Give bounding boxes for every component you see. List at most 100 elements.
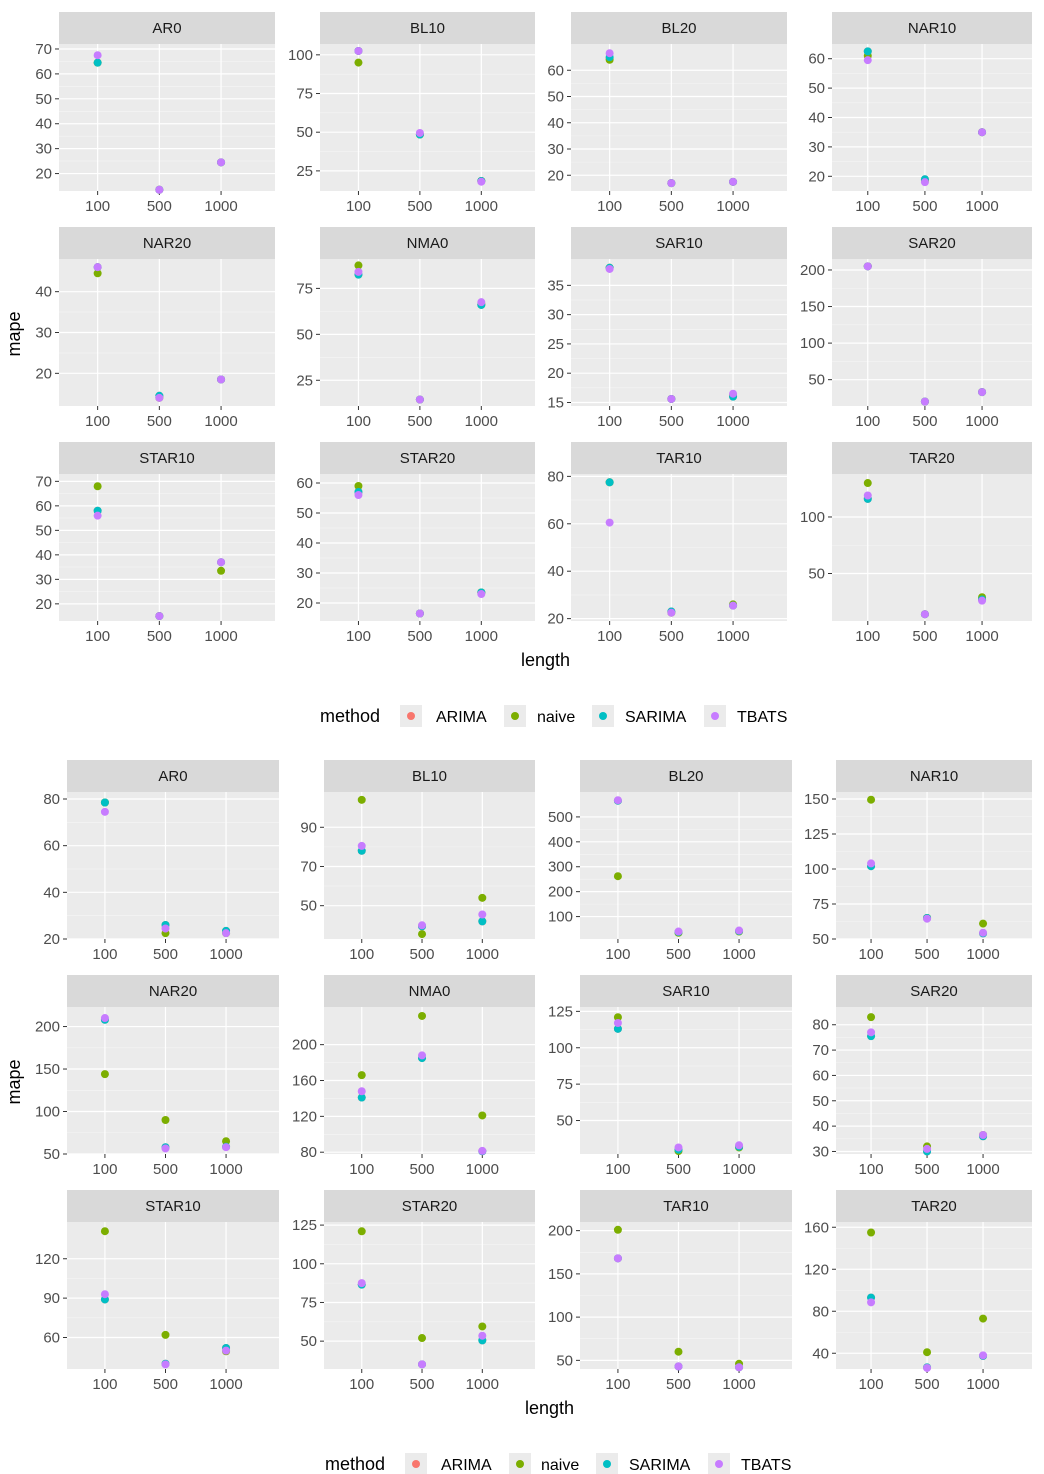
data-point-sarima	[605, 478, 614, 487]
x-tick-label: 100	[92, 1161, 117, 1178]
data-point-tbats	[357, 841, 366, 850]
y-tick-label: 100	[548, 909, 573, 926]
facet-strip	[836, 975, 1032, 1007]
x-tick-label: 500	[407, 198, 432, 215]
y-tick-label: 20	[35, 166, 52, 183]
y-tick-label: 25	[296, 163, 313, 180]
facet-strip	[580, 1190, 792, 1222]
x-tick-label: 500	[410, 946, 435, 963]
y-tick-label: 15	[547, 394, 564, 411]
y-tick-label: 200	[548, 1223, 573, 1240]
legend-swatch-naive	[511, 712, 519, 720]
panel-background	[67, 1007, 279, 1154]
x-tick-label: 1000	[204, 198, 237, 215]
data-point-tbats	[920, 397, 929, 406]
y-tick-label: 60	[547, 62, 564, 79]
panel-nma0: NMA0 25 50 75 100 500 1000	[296, 227, 535, 430]
panel-background	[67, 792, 279, 939]
data-point-tbats	[729, 601, 738, 610]
x-tick-label: 100	[85, 198, 110, 215]
y-tick-label: 160	[804, 1219, 829, 1236]
data-point-sarima	[478, 917, 487, 926]
x-tick-label: 1000	[465, 198, 498, 215]
data-point-tbats	[477, 177, 486, 186]
y-tick-label: 500	[548, 809, 573, 826]
y-tick-label: 90	[300, 819, 317, 836]
x-tick-label: 500	[915, 1161, 940, 1178]
data-point-tbats	[477, 590, 486, 598]
x-tick-label: 100	[349, 1376, 374, 1393]
x-tick-label: 500	[407, 628, 432, 645]
panel-bl20: BL20 20 30 40 50 60 100 500 1000	[547, 12, 787, 215]
legend-swatch-naive	[516, 1460, 524, 1468]
facet-strip	[320, 12, 535, 44]
facet-strip	[832, 227, 1032, 259]
x-tick-label: 100	[855, 628, 880, 645]
y-tick-label: 125	[804, 826, 829, 843]
y-tick-label: 25	[547, 336, 564, 353]
data-point-tbats	[674, 927, 683, 936]
y-tick-label: 200	[548, 884, 573, 901]
facet-strip-label: NAR20	[149, 983, 197, 1000]
y-tick-label: 60	[35, 498, 52, 515]
y-tick-label: 200	[800, 262, 825, 279]
y-tick-label: 30	[35, 571, 52, 588]
panel-star20: STAR20 50 75 100 125 100 500 1000	[292, 1190, 535, 1393]
x-tick-label: 500	[659, 413, 684, 430]
y-tick-label: 30	[808, 139, 825, 156]
facet-strip	[836, 760, 1032, 792]
y-tick-label: 75	[812, 896, 829, 913]
data-point-sarima	[100, 798, 109, 807]
facet-strip-label: AR0	[152, 20, 181, 37]
y-tick-label: 200	[292, 1037, 317, 1054]
data-point-tbats	[867, 859, 876, 868]
data-point-tbats	[217, 375, 226, 384]
data-point-naive	[418, 1011, 427, 1020]
data-point-naive	[478, 1322, 487, 1331]
data-point-tbats	[222, 1143, 231, 1152]
y-tick-label: 80	[547, 468, 564, 485]
x-tick-label: 500	[666, 1161, 691, 1178]
y-tick-label: 100	[288, 47, 313, 64]
data-point-tbats	[418, 921, 427, 930]
legend-title: method	[320, 706, 380, 726]
panel-background	[580, 1007, 792, 1154]
data-point-tbats	[354, 46, 363, 55]
data-point-naive	[979, 919, 988, 928]
y-tick-label: 50	[547, 89, 564, 106]
panel-background	[571, 44, 787, 191]
y-tick-label: 30	[35, 325, 52, 342]
data-point-tbats	[979, 928, 988, 937]
data-point-tbats	[100, 807, 109, 816]
legend-label-arima: ARIMA	[441, 1457, 492, 1474]
x-tick-label: 100	[92, 1376, 117, 1393]
data-point-tbats	[979, 1351, 988, 1360]
facet-strip	[59, 227, 275, 259]
y-tick-label: 20	[547, 167, 564, 184]
legend-swatch-tbats	[715, 1460, 723, 1468]
data-point-naive	[161, 1330, 170, 1339]
y-tick-label: 20	[547, 611, 564, 628]
y-tick-label: 200	[35, 1019, 60, 1036]
y-tick-label: 50	[556, 1113, 573, 1130]
facet-strip-label: TAR10	[656, 450, 702, 467]
y-tick-label: 20	[296, 595, 313, 612]
facet-strip-label: BL10	[410, 20, 445, 37]
y-tick-label: 80	[812, 1303, 829, 1320]
data-point-tbats	[415, 395, 424, 404]
x-tick-label: 500	[147, 198, 172, 215]
y-tick-label: 40	[296, 535, 313, 552]
x-tick-label: 100	[346, 198, 371, 215]
data-point-tbats	[920, 178, 929, 187]
y-tick-label: 40	[35, 547, 52, 564]
facet-strip	[836, 1190, 1032, 1222]
y-tick-label: 30	[35, 141, 52, 158]
data-point-naive	[867, 795, 876, 804]
data-point-tbats	[867, 1298, 876, 1307]
figure-2: AR0 20 40 60 80 100 500 1000 BL10 50 70 90 100 500 100…	[4, 760, 1032, 1474]
y-tick-label: 50	[296, 505, 313, 522]
data-point-tbats	[978, 388, 987, 397]
data-point-tbats	[222, 1346, 231, 1355]
panel-bl20: BL20 100 200 300 400 500 100 500 1000	[548, 760, 792, 963]
data-point-naive	[478, 1111, 487, 1120]
